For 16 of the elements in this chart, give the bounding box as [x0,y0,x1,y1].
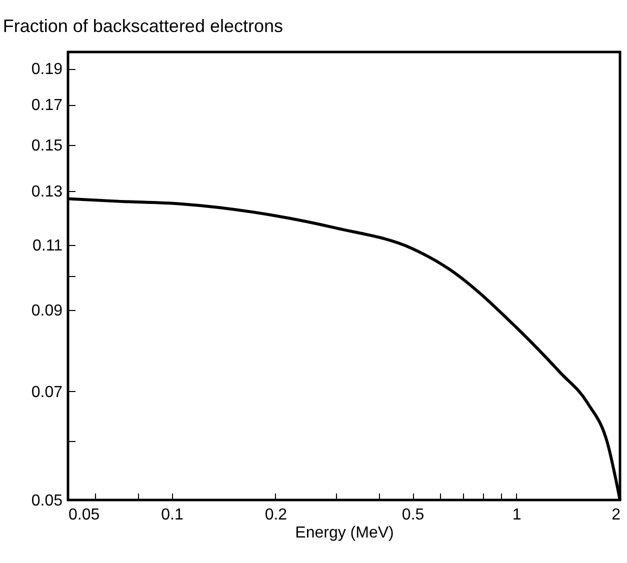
x-tick-label: 0.1 [161,506,184,524]
y-tick-label: 0.07 [31,384,63,401]
x-tick-label: 2 [612,506,621,524]
x-axis-title: Energy (MeV) [295,524,394,542]
x-tick-label: 0.5 [402,506,424,524]
x-tick-label: 0.05 [68,506,100,524]
y-tick-label: 0.19 [31,61,63,78]
y-tick-label: 0.09 [31,302,63,320]
x-tick-label: 1 [512,506,522,524]
y-tick-label: 0.15 [31,137,63,154]
y-tick-label: 0.13 [31,184,63,201]
chart-title: Fraction of backscattered electrons [2,16,283,36]
y-tick-label: 0.05 [31,492,63,510]
x-tick-label: 0.2 [264,506,288,524]
y-tick-label: 0.11 [32,238,63,255]
y-tick-label: 0.17 [31,97,63,114]
